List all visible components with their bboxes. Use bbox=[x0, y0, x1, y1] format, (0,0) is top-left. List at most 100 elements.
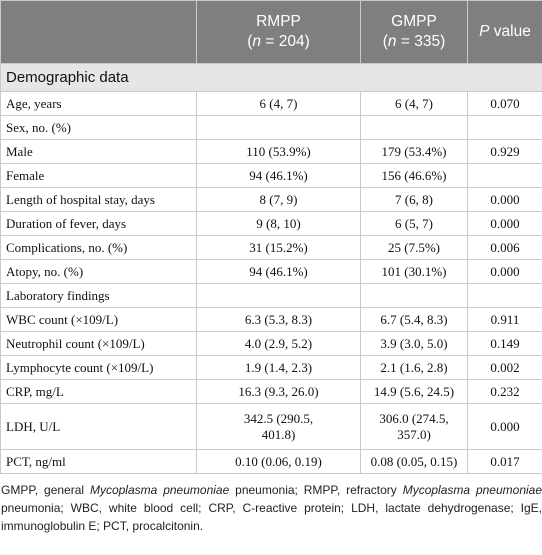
row-label: LDH, U/L bbox=[0, 403, 197, 450]
gmpp-value: 14.9 (5.6, 24.5) bbox=[360, 379, 468, 404]
gmpp-value: 0.08 (0.05, 0.15) bbox=[360, 449, 468, 474]
footnote-italic1: Mycoplasma pneumoniae bbox=[89, 483, 230, 497]
gmpp-value: 101 (30.1%) bbox=[360, 259, 468, 284]
p-value: 0.070 bbox=[467, 91, 542, 116]
p-value: 0.232 bbox=[467, 379, 542, 404]
rmpp-value: 0.10 (0.06, 0.19) bbox=[196, 449, 361, 474]
table-row: Laboratory findings bbox=[0, 283, 542, 308]
gmpp-value: 25 (7.5%) bbox=[360, 235, 468, 260]
header-pvalue-p: P bbox=[479, 23, 490, 40]
row-label: Length of hospital stay, days bbox=[0, 187, 197, 212]
footnote-part3: pneumonia; WBC, white blood cell; CRP, C… bbox=[1, 501, 542, 533]
table-row: Lymphocyte count (×109/L) 1.9 (1.4, 2.3) 2… bbox=[0, 355, 542, 380]
rmpp-value: 94 (46.1%) bbox=[196, 259, 361, 284]
rmpp-value: 8 (7, 9) bbox=[196, 187, 361, 212]
p-value: 0.017 bbox=[467, 449, 542, 474]
gmpp-value: 7 (6, 8) bbox=[360, 187, 468, 212]
gmpp-value: 156 (46.6%) bbox=[360, 163, 468, 188]
header-pvalue-rest: value bbox=[489, 23, 531, 40]
footnote-part2: pneumonia; RMPP, refractory bbox=[229, 483, 403, 497]
p-value: 0.000 bbox=[467, 187, 542, 212]
p-value: 0.911 bbox=[467, 307, 542, 332]
gmpp-value-line2: 357.0) bbox=[397, 426, 431, 442]
section-title: Demographic data bbox=[0, 63, 542, 92]
table-row: PCT, ng/ml 0.10 (0.06, 0.19) 0.08 (0.05, 0… bbox=[0, 449, 542, 474]
gmpp-value: 6 (4, 7) bbox=[360, 91, 468, 116]
table-row: LDH, U/L 342.5 (290.5, 401.8) 306.0 (274.5,… bbox=[0, 403, 542, 450]
p-value: 0.000 bbox=[467, 259, 542, 284]
header-gmpp-n: n bbox=[387, 33, 397, 50]
gmpp-value: 6.7 (5.4, 8.3) bbox=[360, 307, 468, 332]
table-footnote: GMPP, general Mycoplasma pneumoniae pneu… bbox=[0, 474, 542, 535]
table-row: Atopy, no. (%) 94 (46.1%) 101 (30.1%) 0.000 bbox=[0, 259, 542, 284]
header-rmpp-title: RMPP bbox=[256, 13, 301, 30]
row-label: PCT, ng/ml bbox=[0, 449, 197, 474]
footnote-part1: GMPP, general bbox=[1, 483, 90, 497]
table-row: Duration of fever, days 9 (8, 10) 6 (5, 7)… bbox=[0, 211, 542, 236]
row-label: Atopy, no. (%) bbox=[0, 259, 197, 284]
gmpp-value-line1: 306.0 (274.5, bbox=[379, 410, 449, 426]
p-value: 0.149 bbox=[467, 331, 542, 356]
header-rmpp-n: n bbox=[252, 33, 262, 50]
rmpp-value: 31 (15.2%) bbox=[196, 235, 361, 260]
gmpp-value bbox=[360, 283, 468, 308]
table-row: Male 110 (53.9%) 179 (53.4%) 0.929 bbox=[0, 139, 542, 164]
gmpp-value: 3.9 (3.0, 5.0) bbox=[360, 331, 468, 356]
rmpp-value bbox=[196, 115, 361, 140]
table-row: Neutrophil count (×109/L) 4.0 (2.9, 5.2) 3… bbox=[0, 331, 542, 356]
rmpp-value: 6.3 (5.3, 8.3) bbox=[196, 307, 361, 332]
p-value: 0.002 bbox=[467, 355, 542, 380]
table-row: Age, years 6 (4, 7) 6 (4, 7) 0.070 bbox=[0, 91, 542, 116]
p-value: 0.006 bbox=[467, 235, 542, 260]
p-value bbox=[467, 163, 542, 188]
table-row: WBC count (×109/L) 6.3 (5.3, 8.3) 6.7 (5.4… bbox=[0, 307, 542, 332]
table-container: RMPP (n = 204) GMPP (n = 335) P value De… bbox=[0, 0, 542, 535]
header-pvalue: P value bbox=[467, 0, 542, 64]
table-row: Complications, no. (%) 31 (15.2%) 25 (7.5%… bbox=[0, 235, 542, 260]
rmpp-value-line2: 401.8) bbox=[261, 426, 296, 442]
data-table: RMPP (n = 204) GMPP (n = 335) P value De… bbox=[0, 0, 542, 474]
header-gmpp-title: GMPP bbox=[391, 13, 437, 30]
section-row: Demographic data bbox=[0, 63, 542, 92]
table-row: Sex, no. (%) bbox=[0, 115, 542, 140]
row-label: Complications, no. (%) bbox=[0, 235, 197, 260]
header-gmpp-count: = 335) bbox=[396, 33, 446, 50]
p-value: 0.929 bbox=[467, 139, 542, 164]
rmpp-value: 6 (4, 7) bbox=[196, 91, 361, 116]
rmpp-value: 16.3 (9.3, 26.0) bbox=[196, 379, 361, 404]
p-value bbox=[467, 283, 542, 308]
row-label: Lymphocyte count (×109/L) bbox=[0, 355, 197, 380]
gmpp-value: 6 (5, 7) bbox=[360, 211, 468, 236]
rmpp-value: 342.5 (290.5, 401.8) bbox=[196, 403, 361, 450]
p-value bbox=[467, 115, 542, 140]
rmpp-value bbox=[196, 283, 361, 308]
rmpp-value: 94 (46.1%) bbox=[196, 163, 361, 188]
rmpp-value: 110 (53.9%) bbox=[196, 139, 361, 164]
table-row: Female 94 (46.1%) 156 (46.6%) bbox=[0, 163, 542, 188]
row-label: Sex, no. (%) bbox=[0, 115, 197, 140]
p-value: 0.000 bbox=[467, 211, 542, 236]
rmpp-value: 1.9 (1.4, 2.3) bbox=[196, 355, 361, 380]
header-rmpp-count: = 204) bbox=[261, 33, 310, 50]
footnote-italic2: Mycoplasma pneumoniae bbox=[402, 483, 542, 497]
rmpp-value: 4.0 (2.9, 5.2) bbox=[196, 331, 361, 356]
header-row: RMPP (n = 204) GMPP (n = 335) P value bbox=[0, 0, 542, 64]
gmpp-value: 179 (53.4%) bbox=[360, 139, 468, 164]
row-label: Age, years bbox=[0, 91, 197, 116]
rmpp-value-line1: 342.5 (290.5, bbox=[243, 410, 314, 426]
row-label: Neutrophil count (×109/L) bbox=[0, 331, 197, 356]
row-label: CRP, mg/L bbox=[0, 379, 197, 404]
row-label: Female bbox=[0, 163, 197, 188]
row-label: Duration of fever, days bbox=[0, 211, 197, 236]
table-row: Length of hospital stay, days 8 (7, 9) 7 (… bbox=[0, 187, 542, 212]
header-gmpp: GMPP (n = 335) bbox=[360, 0, 468, 64]
row-label: WBC count (×109/L) bbox=[0, 307, 197, 332]
header-blank-cell bbox=[0, 0, 197, 64]
p-value: 0.000 bbox=[467, 403, 542, 450]
table-row: CRP, mg/L 16.3 (9.3, 26.0) 14.9 (5.6, 24.5… bbox=[0, 379, 542, 404]
row-label: Male bbox=[0, 139, 197, 164]
gmpp-value bbox=[360, 115, 468, 140]
gmpp-value: 306.0 (274.5, 357.0) bbox=[360, 403, 468, 450]
gmpp-value: 2.1 (1.6, 2.8) bbox=[360, 355, 468, 380]
header-rmpp: RMPP (n = 204) bbox=[196, 0, 361, 64]
